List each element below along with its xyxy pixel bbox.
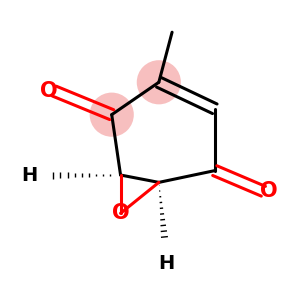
Text: O: O (40, 81, 57, 101)
Text: H: H (158, 254, 174, 273)
Circle shape (90, 93, 134, 137)
Text: O: O (260, 181, 278, 201)
Circle shape (137, 60, 181, 104)
Text: O: O (112, 203, 129, 223)
Text: H: H (21, 166, 38, 184)
